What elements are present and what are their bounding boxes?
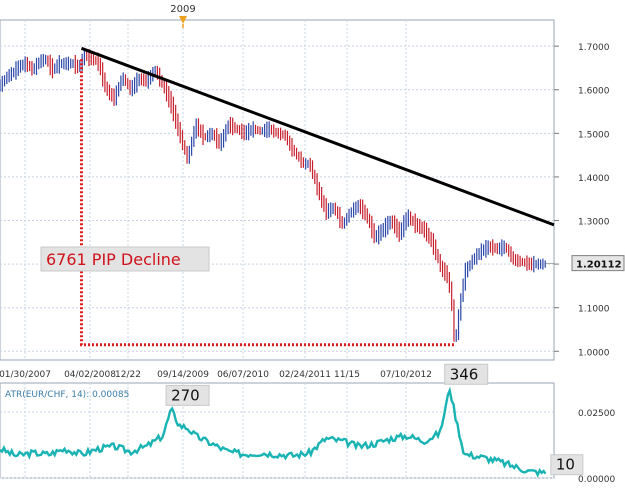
atr-value-label-box: [550, 454, 584, 476]
atr-value-label: 10: [556, 456, 575, 474]
x-tick-label: 07/10/2012: [380, 370, 432, 380]
price-y-tick-label: 1.1000: [578, 305, 610, 315]
atr-line: [0, 386, 547, 478]
price-panel: [0, 19, 555, 361]
top-marker-icon: [179, 16, 187, 24]
x-tick-label: 06/07/2010: [217, 370, 269, 380]
candles: [0, 49, 546, 342]
x-tick-label: 04/02/2008: [64, 370, 116, 380]
atr-value-label-box: [444, 363, 489, 385]
decline-dotted-line: [79, 59, 455, 347]
x-tick-label: 12/22: [115, 370, 141, 380]
atr-y-tick-label: 0.00000: [578, 475, 615, 484]
price-y-tick-label: 1.3000: [578, 218, 610, 228]
last-price-label: 1.20112: [576, 260, 622, 271]
x-tick-label: 09/14/2009: [157, 370, 209, 380]
atr-panel: [0, 382, 555, 479]
x-tick-label: 11/15: [334, 370, 360, 380]
price-y-tick-label: 1.5000: [578, 130, 610, 140]
price-y-tick-label: 1.6000: [578, 87, 610, 97]
atr-value-label: 270: [171, 386, 200, 404]
price-y-tick-label: 1.0000: [578, 348, 610, 358]
decline-label-box: [40, 246, 210, 272]
trendline: [80, 46, 555, 227]
atr-value-label: 346: [450, 365, 479, 383]
price-y-tick-label: 1.4000: [578, 174, 610, 184]
decline-label: 6761 PIP Decline: [46, 250, 181, 269]
atr-value-label-box: [165, 384, 210, 406]
price-y-tick-label: 1.7000: [578, 43, 610, 53]
last-price-box: [571, 255, 625, 272]
top-marker-label: 2009: [170, 4, 195, 15]
atr-legend: ATR(EUR/CHF, 14): 0.00085: [5, 390, 129, 400]
x-tick-label: 02/24/2011: [279, 370, 331, 380]
x-tick-label: 01/30/2007: [0, 370, 51, 380]
atr-y-tick-label: 0.02500: [578, 409, 615, 419]
